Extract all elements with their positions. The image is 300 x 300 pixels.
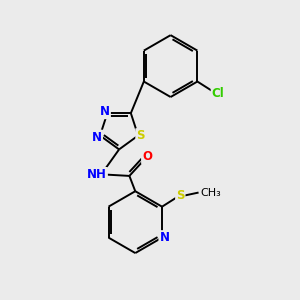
Text: Cl: Cl	[212, 87, 224, 100]
Text: O: O	[142, 150, 152, 163]
Text: CH₃: CH₃	[200, 188, 221, 197]
Text: NH: NH	[87, 168, 107, 181]
Text: N: N	[92, 130, 102, 143]
Text: N: N	[100, 105, 110, 118]
Text: N: N	[159, 231, 170, 244]
Text: S: S	[176, 189, 184, 202]
Text: S: S	[136, 129, 145, 142]
